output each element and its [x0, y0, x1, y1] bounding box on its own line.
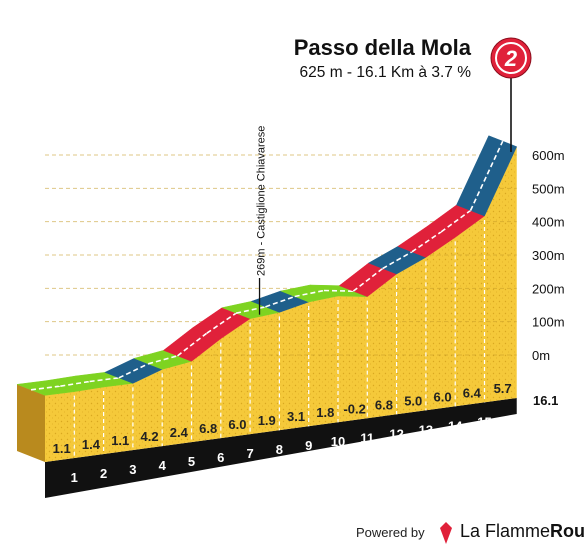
gradient-label: 2.4 [170, 425, 189, 440]
profile-front-face [45, 146, 517, 462]
km-tick-label: 2 [100, 466, 107, 481]
gradient-label: 1.8 [316, 405, 334, 420]
powered-by-text: Powered by [356, 525, 425, 540]
elevation-tick-label: 600m [532, 148, 565, 163]
gradient-label: 6.4 [463, 385, 482, 400]
elevation-tick-label: 400m [532, 215, 565, 230]
brand-logo: La FlammeRouge [460, 521, 585, 542]
surface-centerline [323, 289, 354, 292]
gradient-label: 4.2 [141, 429, 159, 444]
climb-subtitle: 625 m - 16.1 Km à 3.7 % [299, 64, 471, 81]
gradient-label: 1.1 [53, 441, 71, 456]
km-tick-label: 15 [477, 414, 491, 429]
km-tick-label: 10 [331, 434, 345, 449]
gradient-label: 6.8 [375, 397, 393, 412]
km-tick-label: 11 [360, 430, 374, 445]
surface-segment [456, 135, 518, 217]
km-tick-label: 3 [129, 462, 136, 477]
km-tick-label: 6 [217, 450, 224, 465]
km-tick-label: 1 [71, 470, 78, 485]
km-tick-label: 4 [159, 458, 167, 473]
surface-centerline [440, 209, 471, 233]
km-tick-label: 9 [305, 438, 312, 453]
surface-centerline [30, 385, 61, 391]
km-tick-label: 13 [419, 422, 433, 437]
surface-centerline [118, 363, 149, 379]
surface-centerline [206, 312, 237, 334]
annotation-label: 269m - Castiglione Chiavarese [256, 126, 268, 276]
elevation-tick-label: 100m [532, 315, 565, 330]
surface-centerline [60, 380, 90, 387]
summit-marker-number: 2 [504, 46, 518, 71]
surface-centerline [147, 355, 178, 365]
distance-end-label: 16.1 [533, 393, 558, 408]
brand-part2: Rouge [550, 521, 585, 541]
surface-centerline [411, 231, 442, 253]
gradient-label: 1.1 [111, 433, 129, 448]
elevation-tick-label: 300m [532, 248, 565, 263]
surface-centerline [265, 295, 295, 308]
summit-marker-ring [495, 42, 527, 74]
surface-centerline [177, 332, 208, 357]
surface-centerline [469, 140, 504, 211]
gradient-label: 6.0 [228, 417, 246, 432]
gradient-label: 1.4 [82, 437, 101, 452]
km-tick-label: 12 [389, 426, 403, 441]
gradient-label: 6.8 [199, 421, 217, 436]
gradient-label: 5.7 [494, 381, 512, 396]
profile-side-face [17, 384, 45, 462]
climb-title: Passo della Mola [293, 35, 471, 60]
surface-centerline [235, 306, 266, 314]
gradient-label: 1.9 [258, 413, 276, 428]
flame-icon [440, 522, 452, 544]
elevation-tick-label: 200m [532, 281, 565, 296]
elevation-tick-label: 500m [532, 181, 565, 196]
baseline-band [45, 398, 517, 498]
km-tick-label: 7 [246, 446, 253, 461]
km-tick-label: 14 [448, 418, 463, 433]
brand-part1: La Flamme [460, 521, 551, 541]
surface-centerline [294, 289, 325, 298]
surface-centerline [352, 267, 384, 292]
km-tick-label: 5 [188, 454, 195, 469]
elevation-tick-label: 0m [532, 348, 550, 363]
gradient-label: 3.1 [287, 409, 305, 424]
gradient-label: 5.0 [404, 393, 422, 408]
gradient-label: -0.2 [343, 401, 365, 416]
surface-centerline [382, 251, 413, 270]
km-tick-label: 8 [276, 442, 283, 457]
surface-centerline [89, 377, 119, 383]
gradient-label: 6.0 [434, 389, 452, 404]
